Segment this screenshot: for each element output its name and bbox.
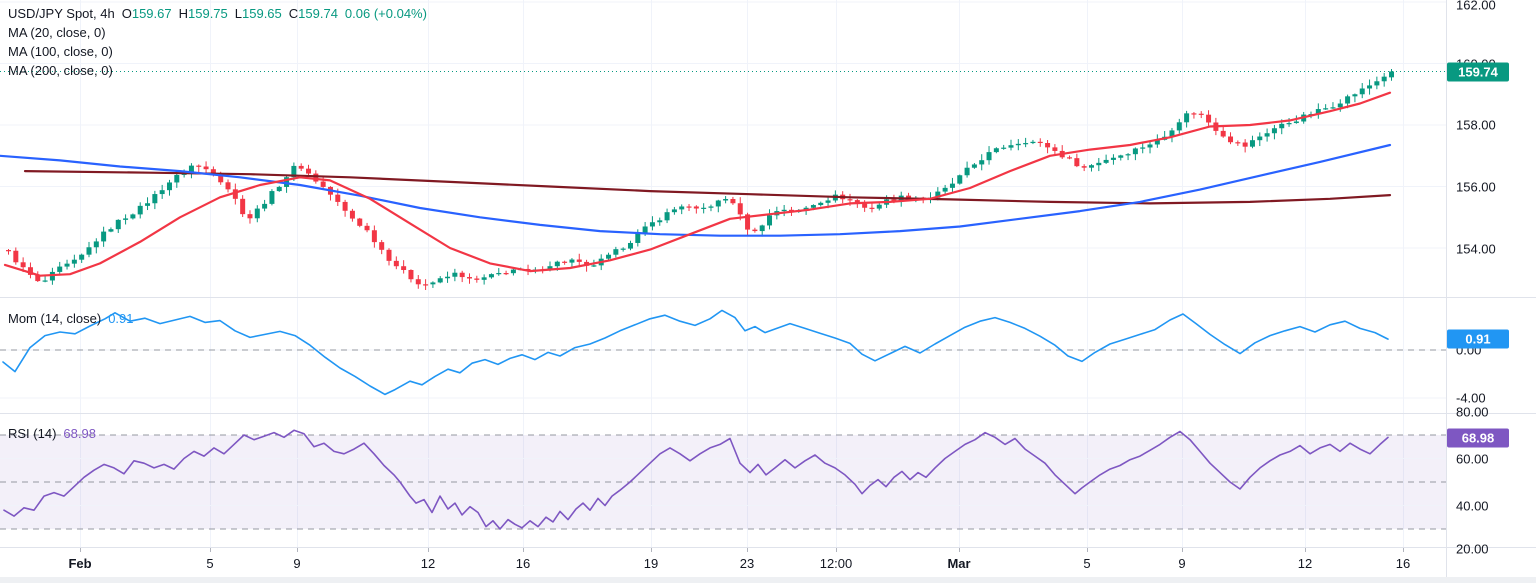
ma100-legend-row[interactable]: MA (100, close, 0)	[8, 42, 427, 61]
rsi-axis-label: 60.00	[1456, 451, 1489, 466]
time-axis-tick	[1182, 548, 1183, 552]
rsi-axis-label: 80.00	[1456, 404, 1489, 420]
time-axis-tick	[747, 548, 748, 552]
ohlc-close: C159.74	[288, 6, 338, 21]
bottom-edge-strip	[0, 577, 1536, 583]
time-axis-label: 5	[206, 556, 214, 571]
time-axis-label: 16	[515, 556, 531, 571]
rsi-level-lines	[0, 434, 1446, 530]
panel-separator-momentum[interactable]	[0, 297, 1536, 298]
ohlc-low: L159.65	[234, 6, 282, 21]
rsi-axis-label: 40.00	[1456, 498, 1489, 513]
time-axis-tick	[428, 548, 429, 552]
momentum-gridlines	[0, 349, 1446, 399]
time-axis-tick	[836, 548, 837, 552]
panel-separator-rsi[interactable]	[0, 413, 1536, 414]
last-price-badge: 159.74	[1447, 62, 1509, 81]
ma20-label: MA (20, close, 0)	[8, 25, 106, 40]
time-axis-label: 12:00	[819, 556, 853, 571]
time-axis-tick	[1305, 548, 1306, 552]
time-axis-label: 12	[420, 556, 436, 571]
price-change: 0.06 (+0.04%)	[344, 6, 427, 21]
ma20-legend-row[interactable]: MA (20, close, 0)	[8, 23, 427, 42]
ma200-legend-row[interactable]: MA (200, close, 0)	[8, 61, 427, 80]
time-axis-tick	[297, 548, 298, 552]
price-axis-label: 156.00	[1456, 179, 1496, 195]
price-axis-label: 154.00	[1456, 241, 1496, 256]
momentum-line	[2, 309, 1389, 396]
time-axis-tick	[80, 548, 81, 552]
symbol-title: USD/JPY Spot, 4h	[8, 6, 115, 21]
time-axis-tick	[523, 548, 524, 552]
time-axis-tick	[1087, 548, 1088, 552]
time-axis-label: 19	[643, 556, 659, 571]
candlestick-chart[interactable]	[0, 0, 1446, 547]
momentum-axis-label: -4.00	[1456, 390, 1486, 406]
momentum-value: 0.91	[108, 311, 134, 326]
time-axis-label: 9	[293, 556, 301, 571]
rsi-line	[3, 429, 1389, 530]
time-axis-label: 9	[1178, 556, 1186, 571]
time-axis-label: 12	[1297, 556, 1313, 571]
price-axis-label: 158.00	[1456, 117, 1496, 133]
ohlc-open: O159.67	[121, 6, 172, 21]
time-axis-tick	[210, 548, 211, 552]
rsi-axis-label: 20.00	[1456, 541, 1489, 557]
time-axis-tick	[651, 548, 652, 552]
rsi-value: 68.98	[63, 426, 96, 441]
chart-legend: USD/JPY Spot, 4h O159.67 H159.75 L159.65…	[8, 4, 427, 80]
rsi-value-badge: 68.98	[1447, 428, 1509, 447]
price-axis-label: 162.00	[1456, 0, 1496, 13]
time-axis-tick	[1403, 548, 1404, 552]
time-axis-label: Mar	[947, 556, 971, 571]
time-axis-label: 5	[1083, 556, 1091, 571]
candles	[6, 69, 1394, 291]
time-axis-tick	[959, 548, 960, 552]
time-axis-border	[0, 547, 1536, 548]
vertical-gridlines	[80, 0, 1404, 547]
ma20-line	[3, 91, 1392, 277]
rsi-label: RSI (14)	[8, 426, 57, 441]
time-axis-label: 23	[739, 556, 755, 571]
symbol-legend-row[interactable]: USD/JPY Spot, 4h O159.67 H159.75 L159.65…	[8, 4, 427, 23]
price-axis-border	[1446, 0, 1447, 583]
ma200-label: MA (200, close, 0)	[8, 63, 113, 78]
momentum-label: Mom (14, close)	[8, 311, 102, 326]
time-axis-label: Feb	[68, 556, 92, 571]
ma200-line	[23, 170, 1392, 205]
ma100-label: MA (100, close, 0)	[8, 44, 113, 59]
ma100-line	[0, 143, 1392, 237]
rsi-legend[interactable]: RSI (14) 68.98	[8, 424, 96, 443]
momentum-legend[interactable]: Mom (14, close) 0.91	[8, 309, 134, 328]
ohlc-high: H159.75	[178, 6, 228, 21]
time-axis-label: 16	[1395, 556, 1411, 571]
momentum-value-badge: 0.91	[1447, 329, 1509, 349]
price-gridlines	[0, 1, 1446, 249]
